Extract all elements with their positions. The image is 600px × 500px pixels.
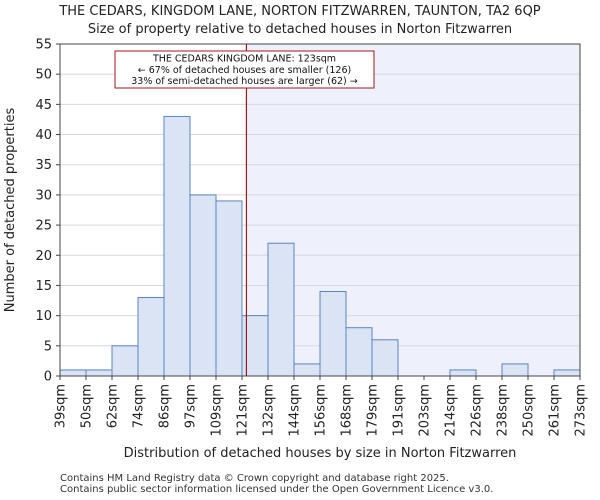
larger-properties-highlight: [246, 44, 581, 376]
annotation-line1: THE CEDARS KINGDOM LANE: 123sqm: [152, 54, 336, 65]
footer: Contains HM Land Registry data © Crown c…: [60, 473, 493, 495]
x-tick-label: 121sqm: [236, 384, 251, 437]
x-tick-label: 168sqm: [340, 384, 355, 437]
y-tick-label: 40: [35, 128, 52, 143]
y-tick-label: 20: [35, 249, 52, 264]
chart-title-line2: Size of property relative to detached ho…: [87, 22, 513, 37]
histogram-bar: [111, 345, 139, 377]
x-tick-label: 144sqm: [288, 384, 303, 437]
histogram-bar: [319, 290, 347, 377]
annotation-line3: 33% of semi-detached houses are larger (…: [131, 76, 358, 87]
histogram-bar: [553, 369, 581, 377]
x-tick-label: 62sqm: [106, 384, 121, 428]
y-tick-label: 5: [44, 339, 52, 354]
x-tick-label: 273sqm: [574, 384, 589, 437]
x-tick-label: 109sqm: [210, 384, 225, 437]
x-axis-label: Distribution of detached houses by size …: [124, 446, 517, 461]
x-axis-ticks: 39sqm 50sqm 62sqm 74sqm 86sqm 97sqm 109sqm 121s…: [54, 376, 589, 437]
histogram-bar: [449, 369, 477, 377]
histogram-bar: [267, 242, 295, 377]
x-tick-label: 250sqm: [522, 384, 537, 437]
histogram-bar: [189, 194, 217, 377]
histogram-bar: [293, 363, 321, 377]
y-tick-label: 30: [35, 188, 52, 203]
x-tick-label: 238sqm: [496, 384, 511, 437]
x-tick-label: 203sqm: [418, 384, 433, 437]
histogram-bar: [345, 327, 373, 377]
x-tick-label: 214sqm: [444, 384, 459, 437]
chart-title: THE CEDARS, KINGDOM LANE, NORTON FITZWAR…: [0, 3, 600, 39]
histogram-bar: [59, 369, 87, 377]
x-tick-label: 226sqm: [470, 384, 485, 437]
annotation-line2: ← 67% of detached houses are smaller (12…: [138, 65, 351, 76]
y-tick-label: 50: [35, 68, 52, 83]
y-tick-label: 35: [35, 158, 52, 173]
y-tick-label: 15: [35, 279, 52, 294]
x-tick-label: 191sqm: [392, 384, 407, 437]
x-tick-label: 50sqm: [80, 384, 95, 428]
y-tick-label: 55: [35, 38, 52, 53]
histogram-bar: [501, 363, 529, 377]
histogram-bar: [215, 200, 243, 377]
footer-line2: Contains public sector information licen…: [60, 484, 494, 495]
y-tick-label: 25: [35, 219, 52, 234]
x-tick-label: 156sqm: [314, 384, 329, 437]
x-tick-label: 39sqm: [54, 384, 69, 428]
x-tick-label: 261sqm: [548, 384, 563, 437]
property-annotation: THE CEDARS KINGDOM LANE: 123sqm ← 67% of…: [114, 50, 375, 89]
histogram-bar: [163, 115, 191, 377]
histogram-bar: [85, 369, 113, 377]
y-tick-label: 45: [35, 98, 52, 113]
chart-title-line1: THE CEDARS, KINGDOM LANE, NORTON FITZWAR…: [59, 4, 541, 19]
y-tick-label: 0: [44, 370, 52, 385]
x-tick-label: 97sqm: [184, 384, 199, 428]
x-tick-label: 132sqm: [262, 384, 277, 437]
y-axis-label: Number of detached properties: [3, 108, 18, 313]
x-tick-label: 74sqm: [132, 384, 147, 428]
x-tick-label: 86sqm: [158, 384, 173, 428]
x-tick-label: 179sqm: [366, 384, 381, 437]
y-axis-ticks: 0 5 10 15 20 25 30 35 40 45 50 55: [35, 38, 60, 385]
histogram-bar: [137, 297, 165, 377]
histogram-bar: [371, 339, 399, 377]
footer-line1: Contains HM Land Registry data © Crown c…: [60, 473, 449, 484]
annotation-box: [114, 50, 375, 89]
y-tick-label: 10: [35, 309, 52, 324]
